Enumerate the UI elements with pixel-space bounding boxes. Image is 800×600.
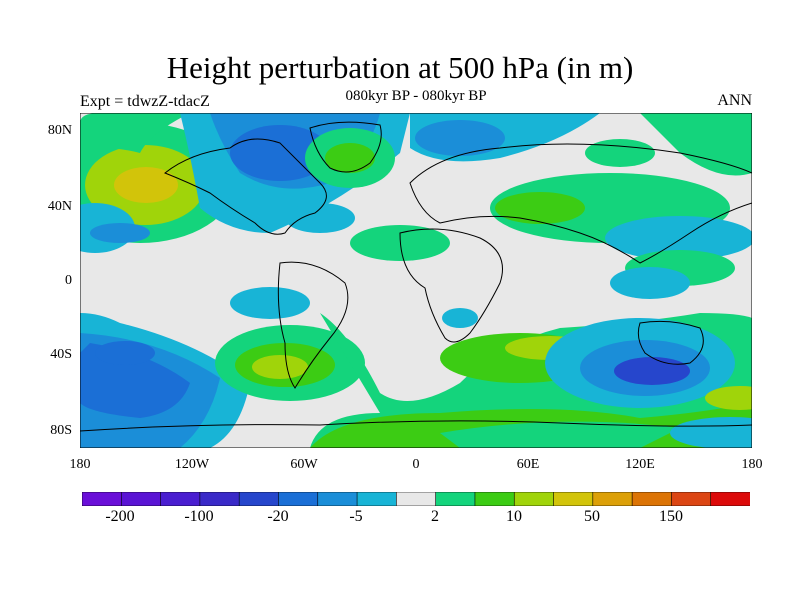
lat-label-40S: 40S [50,347,72,362]
colorbar [81,491,751,507]
anomaly-map [80,113,752,448]
colorbar-segment [81,491,123,507]
colorbar-segment [317,491,358,507]
colorbar-segment [710,491,751,507]
colorbar-segment [553,491,594,507]
tropics-field [230,267,690,328]
colorbar-segment [592,491,633,507]
colorbar-segment [238,491,280,507]
chart-title: Height perturbation at 500 hPa (in m) [166,50,634,85]
lon-label-60w: 60W [290,457,318,472]
colorbar-label-50: 50 [584,508,600,525]
lon-label-180e: 180 [741,457,763,472]
colorbar-segment [631,491,673,507]
chart-subtitle: 080kyr BP - 080kyr BP [345,88,487,104]
colorbar-label-150: 150 [659,508,683,525]
colorbar-segment [199,491,240,507]
colorbar-label-10: 10 [506,508,522,525]
lat-label-40N: 40N [47,199,72,214]
lon-label-120w: 120W [174,457,210,472]
colorbar-segment [474,491,516,507]
coastlines [80,121,752,432]
colorbar-label-neg5: -5 [349,508,363,525]
experiment-label: Expt = tdwzZ-tdacZ [80,93,210,110]
colorbar-label-neg20: -20 [267,508,289,525]
colorbar-label-2: 2 [431,508,439,525]
lon-label-180w: 180 [69,457,91,472]
lat-label-80N: 80N [47,123,72,138]
colorbar-label-neg200: -200 [105,508,135,525]
colorbar-segment [513,491,555,507]
colorbar-segment [671,491,712,507]
map-svg [80,113,752,448]
season-label: ANN [717,92,752,109]
lat-label-80S: 80S [50,423,72,438]
colorbar-segment [396,491,437,507]
colorbar-segment [435,491,476,507]
colorbar-label-neg100: -100 [184,508,214,525]
colorbar-svg [81,491,751,507]
lon-label-60e: 60E [516,457,540,472]
lat-label-0: 0 [65,273,72,288]
lon-label-0: 0 [412,457,420,472]
colorbar-segment [356,491,398,507]
colorbar-segment [160,491,201,507]
colorbar-segment [120,491,162,507]
sh-field [80,313,752,448]
colorbar-segment [278,491,319,507]
lon-label-120e: 120E [625,457,655,472]
